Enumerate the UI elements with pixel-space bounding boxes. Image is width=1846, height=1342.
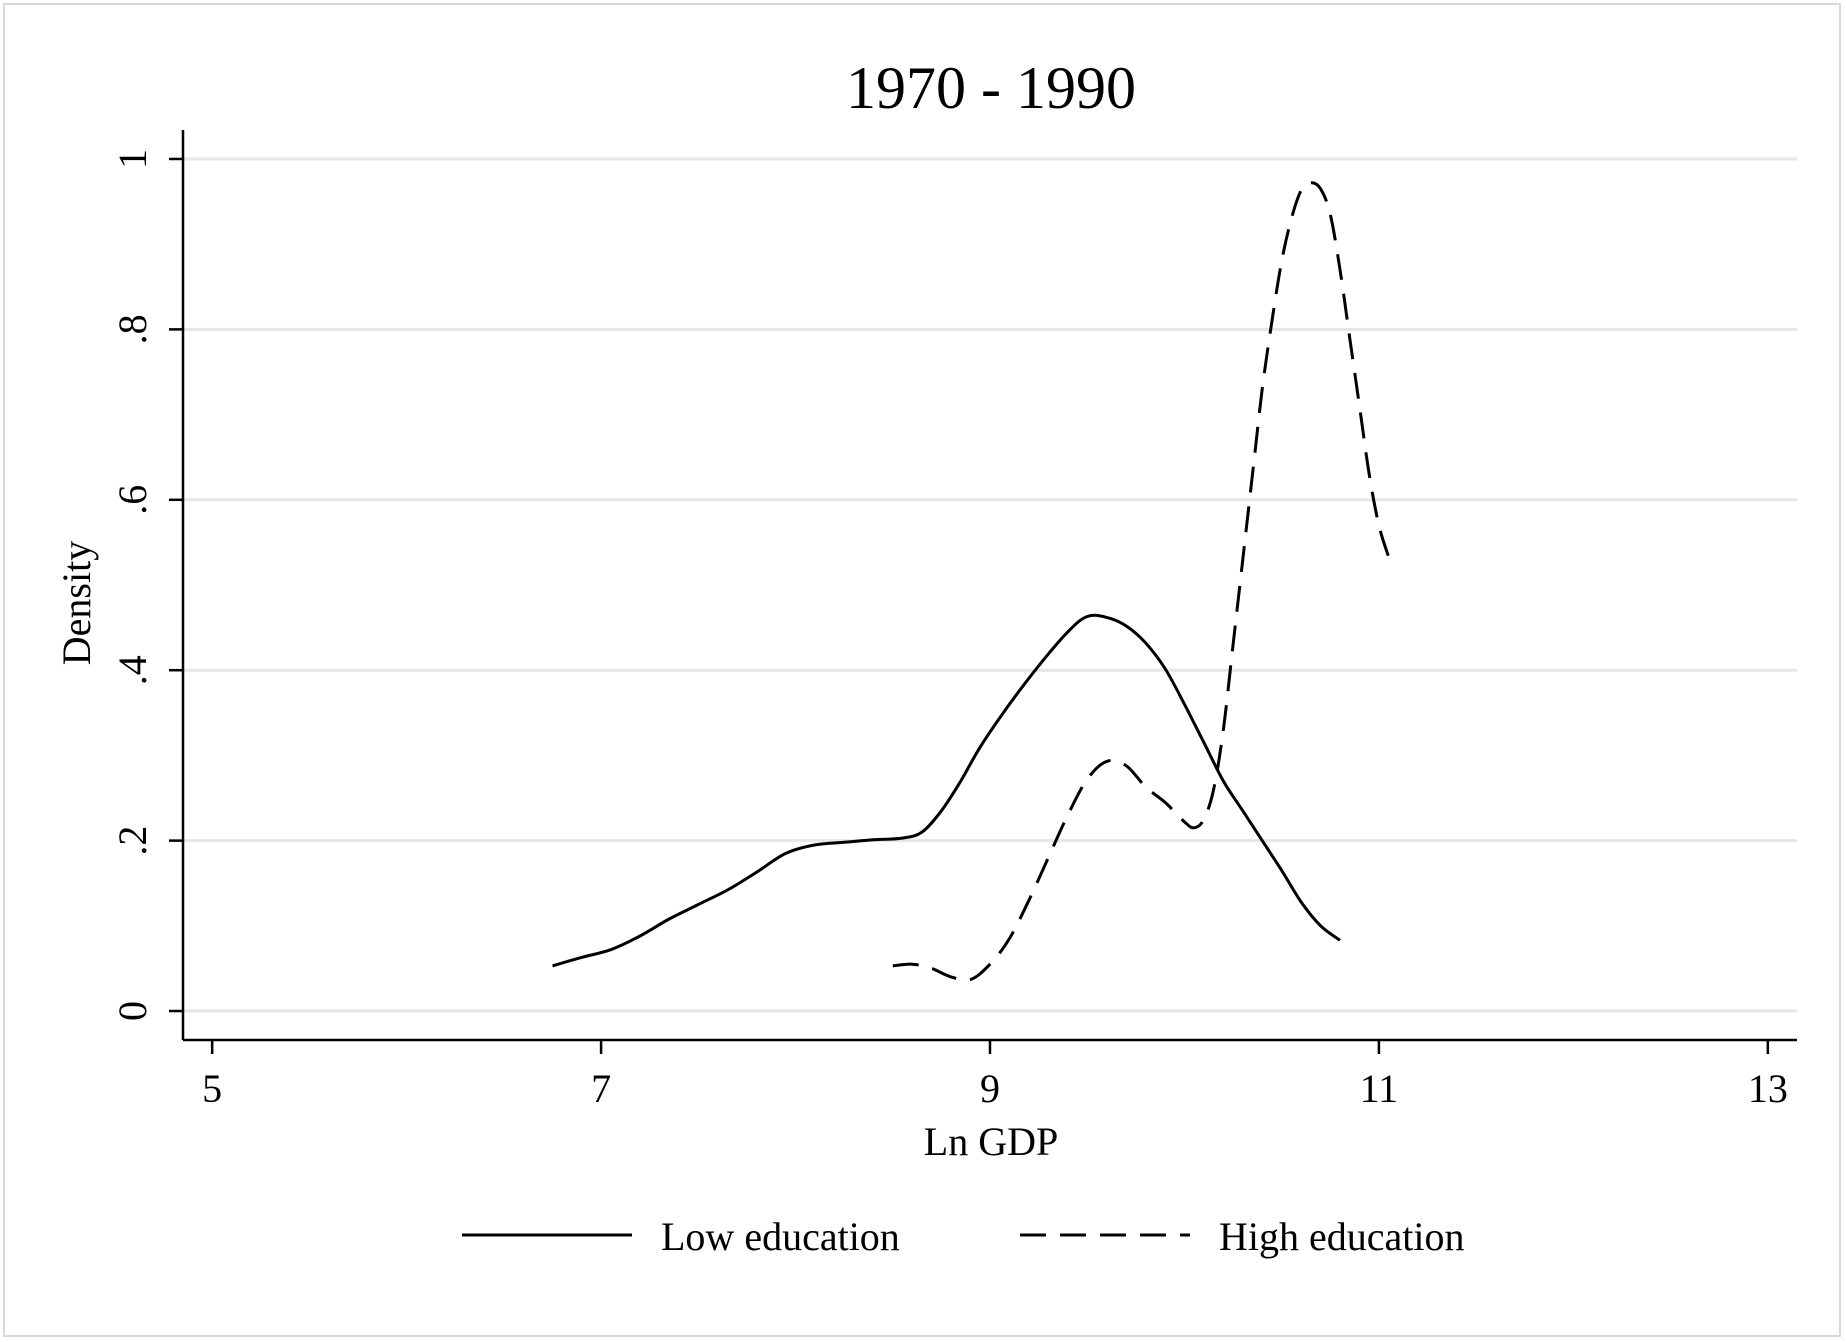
x-tick-label: 5 <box>202 1066 222 1111</box>
legend-label-high-education: High education <box>1219 1214 1465 1259</box>
y-axis-title: Density <box>54 541 99 665</box>
x-tick-label: 7 <box>591 1066 611 1111</box>
gridlines <box>183 157 1797 1013</box>
x-tick-label: 13 <box>1748 1066 1788 1111</box>
y-tick-label: 0 <box>110 1001 155 1021</box>
y-tick-label: .8 <box>110 314 155 344</box>
x-axis-title: Ln GDP <box>924 1119 1058 1164</box>
legend: Low education High education <box>462 1214 1465 1259</box>
series-line-low-education <box>552 613 1341 968</box>
y-tick-label: .6 <box>110 485 155 515</box>
x-tick-label: 11 <box>1360 1066 1399 1111</box>
y-tick-label: 1 <box>110 149 155 169</box>
x-tick-label: 9 <box>980 1066 1000 1111</box>
series-line-high-education <box>892 181 1391 982</box>
legend-label-low-education: Low education <box>661 1214 900 1259</box>
axes: 0 .2 .4 .6 .8 1 5 7 9 11 13 <box>110 130 1797 1111</box>
y-tick-label: .2 <box>110 826 155 856</box>
chart-title: 1970 - 1990 <box>846 55 1136 121</box>
y-tick-label: .4 <box>110 655 155 685</box>
series-lines <box>552 181 1391 982</box>
